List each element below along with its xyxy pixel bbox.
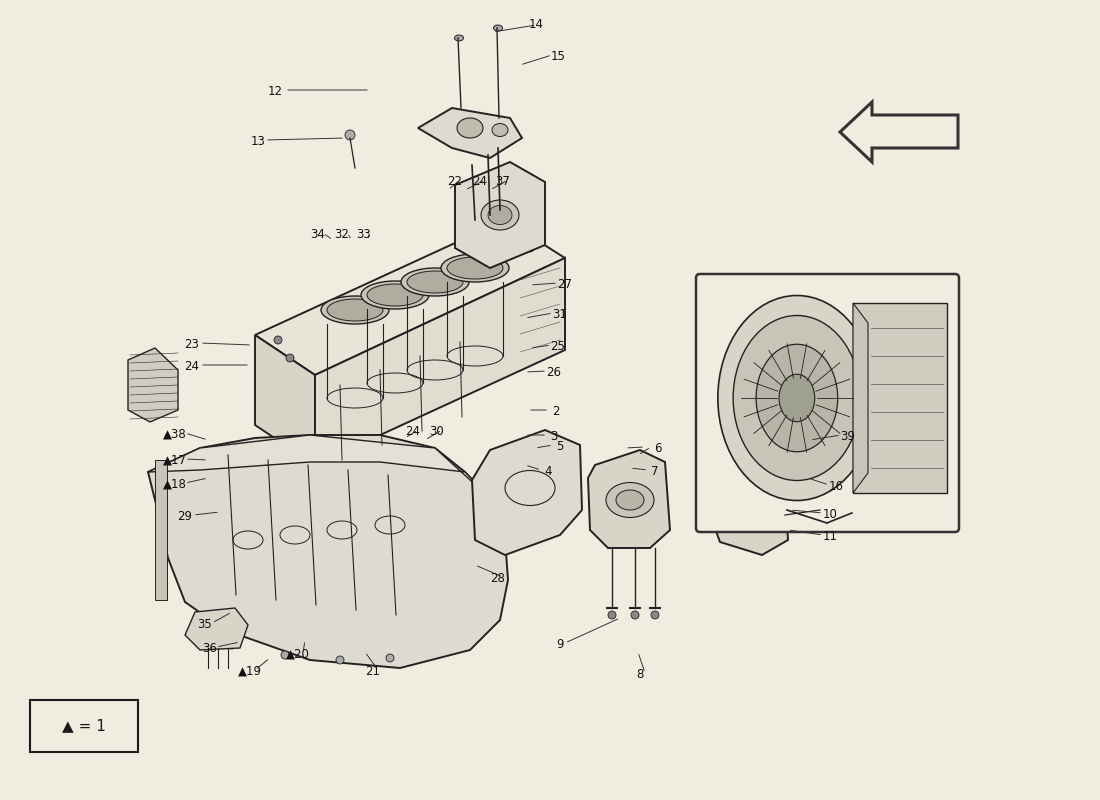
Polygon shape	[128, 348, 178, 422]
Ellipse shape	[733, 315, 860, 481]
Circle shape	[280, 651, 289, 659]
Ellipse shape	[494, 25, 503, 31]
Text: ▲19: ▲19	[238, 665, 262, 678]
Ellipse shape	[481, 200, 519, 230]
Ellipse shape	[606, 482, 654, 518]
Circle shape	[631, 611, 639, 619]
Text: 7: 7	[651, 465, 659, 478]
Ellipse shape	[454, 35, 463, 41]
Text: 3: 3	[550, 430, 558, 443]
Ellipse shape	[492, 123, 508, 137]
Text: 15: 15	[551, 50, 565, 63]
Text: 36: 36	[202, 642, 218, 655]
Text: 27: 27	[558, 278, 572, 291]
Text: 14: 14	[528, 18, 543, 31]
Text: 6: 6	[654, 442, 662, 455]
Circle shape	[516, 228, 524, 236]
Ellipse shape	[488, 206, 512, 225]
Text: 24: 24	[473, 175, 487, 188]
Circle shape	[526, 244, 534, 252]
Text: 33: 33	[356, 228, 372, 241]
Text: 21: 21	[365, 665, 381, 678]
Text: 26: 26	[547, 366, 561, 379]
Text: 24: 24	[406, 425, 420, 438]
FancyBboxPatch shape	[696, 274, 959, 532]
Circle shape	[336, 656, 344, 664]
Text: 39: 39	[840, 430, 856, 443]
Ellipse shape	[367, 284, 424, 306]
Text: 13: 13	[251, 135, 265, 148]
Polygon shape	[852, 303, 868, 493]
Polygon shape	[255, 335, 315, 465]
Text: 10: 10	[823, 508, 837, 521]
Polygon shape	[255, 220, 565, 375]
Text: 30: 30	[430, 425, 444, 438]
Ellipse shape	[441, 254, 509, 282]
Text: 22: 22	[448, 175, 462, 188]
Polygon shape	[148, 435, 490, 498]
Text: 34: 34	[310, 228, 326, 241]
Polygon shape	[840, 102, 958, 162]
Text: 4: 4	[544, 465, 552, 478]
Text: 12: 12	[267, 85, 283, 98]
Polygon shape	[185, 608, 248, 650]
Text: 31: 31	[552, 308, 568, 321]
Text: 37: 37	[496, 175, 510, 188]
Ellipse shape	[447, 257, 503, 279]
Text: ▲ = 1: ▲ = 1	[62, 718, 106, 734]
Polygon shape	[710, 475, 788, 555]
Ellipse shape	[407, 271, 463, 293]
Circle shape	[747, 507, 757, 517]
Text: 5: 5	[557, 440, 563, 453]
Circle shape	[651, 611, 659, 619]
Ellipse shape	[616, 490, 644, 510]
FancyBboxPatch shape	[155, 460, 167, 600]
Ellipse shape	[321, 296, 389, 324]
Circle shape	[274, 336, 282, 344]
Text: 11: 11	[823, 530, 837, 543]
Polygon shape	[472, 430, 582, 555]
Circle shape	[286, 354, 294, 362]
Ellipse shape	[779, 374, 815, 422]
Text: 8: 8	[636, 668, 644, 681]
Circle shape	[608, 611, 616, 619]
Ellipse shape	[756, 344, 838, 452]
Text: 29: 29	[177, 510, 192, 523]
Ellipse shape	[456, 118, 483, 138]
Ellipse shape	[361, 281, 429, 309]
Text: ▲38: ▲38	[163, 428, 187, 441]
Text: 9: 9	[557, 638, 563, 651]
Circle shape	[817, 505, 827, 515]
Polygon shape	[852, 303, 947, 493]
Text: 32: 32	[334, 228, 350, 241]
Text: ▲20: ▲20	[286, 648, 310, 661]
Circle shape	[345, 130, 355, 140]
Text: ▲18: ▲18	[163, 478, 187, 491]
Ellipse shape	[402, 268, 469, 296]
Polygon shape	[315, 258, 565, 465]
Circle shape	[228, 641, 236, 649]
Text: 25: 25	[551, 340, 565, 353]
Text: 2: 2	[552, 405, 560, 418]
Text: 35: 35	[198, 618, 212, 631]
Ellipse shape	[718, 295, 876, 501]
Circle shape	[386, 654, 394, 662]
Text: ▲17: ▲17	[163, 454, 187, 467]
Polygon shape	[418, 108, 522, 158]
Polygon shape	[588, 450, 670, 548]
Ellipse shape	[327, 299, 383, 321]
Polygon shape	[148, 435, 508, 668]
Text: 23: 23	[185, 338, 199, 351]
Polygon shape	[455, 162, 544, 268]
Text: 24: 24	[185, 360, 199, 373]
Text: 16: 16	[828, 480, 844, 493]
Text: 28: 28	[491, 572, 505, 585]
